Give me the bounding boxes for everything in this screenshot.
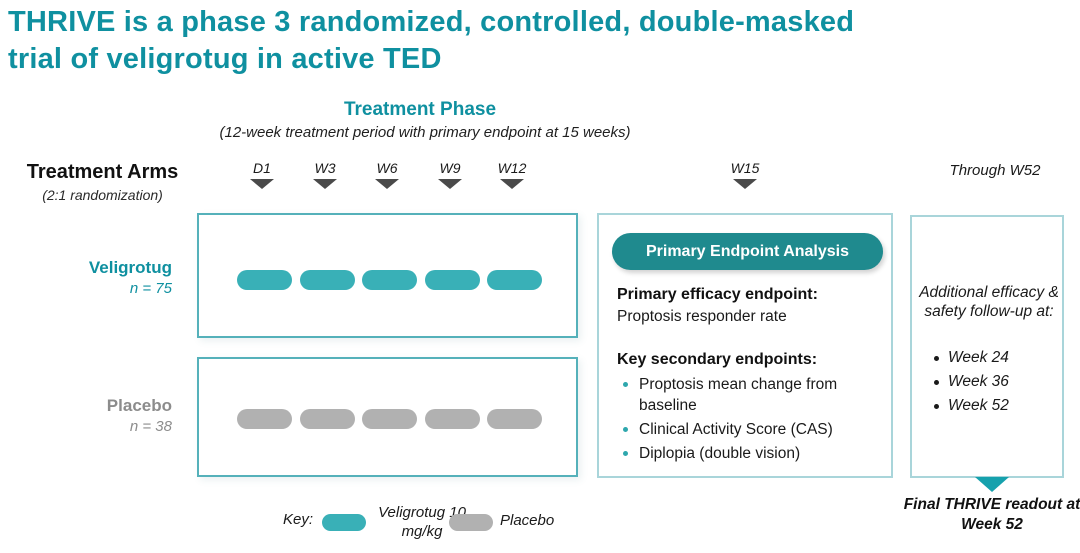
followup-item: Week 24	[932, 346, 1009, 370]
treatment-arms-subheading: (2:1 randomization)	[42, 187, 163, 203]
followup-list: Week 24 Week 36 Week 52	[932, 346, 1009, 418]
dose-pill	[237, 270, 292, 290]
timeline-marker-label: D1	[253, 160, 271, 176]
followup-heading: Additional efficacy & safety follow-up a…	[919, 284, 1059, 320]
timeline-marker-label: W6	[376, 160, 398, 176]
key-text-placebo: Placebo	[500, 512, 555, 529]
treatment-phase-heading: Treatment Phase	[343, 99, 497, 120]
arm-label-placebo: Placebo n = 38	[0, 396, 172, 435]
secondary-endpoint-item: Proptosis mean change from baseline	[619, 374, 881, 416]
timeline-marker-w15: W15	[715, 160, 775, 189]
down-triangle-icon	[250, 179, 274, 189]
secondary-endpoints-list: Proptosis mean change from baseline Clin…	[619, 374, 881, 467]
primary-endpoint-value: Proptosis responder rate	[617, 308, 787, 325]
dose-pill	[237, 409, 292, 429]
down-triangle-icon	[500, 179, 524, 189]
readout-arrow-icon	[975, 477, 1009, 492]
timeline-marker-w9: W9	[420, 160, 480, 189]
key-swatch-veligrotug	[322, 514, 366, 531]
arm-box-veligrotug	[197, 213, 578, 338]
dose-pill	[425, 270, 480, 290]
secondary-endpoints-heading: Key secondary endpoints:	[617, 351, 818, 368]
dose-pill	[487, 409, 542, 429]
secondary-endpoint-item: Clinical Activity Score (CAS)	[619, 419, 881, 440]
down-triangle-icon	[733, 179, 757, 189]
timeline-marker-w6: W6	[357, 160, 417, 189]
slide-title-line-2: trial of veligrotug in active TED	[8, 43, 442, 75]
timeline-marker-w3: W3	[295, 160, 355, 189]
down-triangle-icon	[438, 179, 462, 189]
primary-endpoint-heading: Primary efficacy endpoint:	[617, 286, 818, 303]
dose-pill	[487, 270, 542, 290]
endpoint-panel: Primary Endpoint Analysis Primary effica…	[597, 213, 893, 478]
followup-panel: Additional efficacy & safety follow-up a…	[910, 215, 1064, 478]
followup-item: Week 52	[932, 394, 1009, 418]
treatment-phase-subheading: (12-week treatment period with primary e…	[219, 124, 631, 141]
key-label: Key:	[283, 511, 314, 528]
primary-endpoint-analysis-button: Primary Endpoint Analysis	[612, 233, 883, 270]
dose-pill	[300, 409, 355, 429]
dose-pill	[300, 270, 355, 290]
down-triangle-icon	[375, 179, 399, 189]
arm-label-veligrotug: Veligrotug n = 75	[0, 258, 172, 297]
down-triangle-icon	[313, 179, 337, 189]
slide-title-line-1: THRIVE is a phase 3 randomized, controll…	[8, 6, 855, 38]
key-swatch-placebo	[449, 514, 493, 531]
timeline-marker-label: W15	[730, 160, 760, 176]
dose-pill	[362, 270, 417, 290]
final-readout-callout: Final THRIVE readout at Week 52	[903, 496, 1080, 533]
treatment-arms-heading: Treatment Arms	[26, 161, 179, 183]
key-text-veligrotug: Veligrotug 10 mg/kg	[378, 504, 466, 540]
followup-item: Week 36	[932, 370, 1009, 394]
timeline-marker-label: W3	[314, 160, 336, 176]
dose-pill	[362, 409, 417, 429]
timeline-marker-w12: W12	[482, 160, 542, 189]
arm-sample-size: n = 38	[129, 418, 172, 435]
arm-sample-size: n = 75	[129, 280, 172, 297]
through-w52-label: Through W52	[949, 162, 1041, 179]
arm-box-placebo	[197, 357, 578, 477]
timeline-marker-label: W12	[497, 160, 527, 176]
dose-pill	[425, 409, 480, 429]
timeline-marker-label: W9	[439, 160, 461, 176]
arm-name: Veligrotug	[88, 258, 172, 277]
secondary-endpoint-item: Diplopia (double vision)	[619, 443, 881, 464]
arm-name: Placebo	[106, 396, 172, 415]
slide-title: THRIVE is a phase 3 randomized, controll…	[8, 4, 854, 78]
timeline-marker-d1: D1	[232, 160, 292, 189]
